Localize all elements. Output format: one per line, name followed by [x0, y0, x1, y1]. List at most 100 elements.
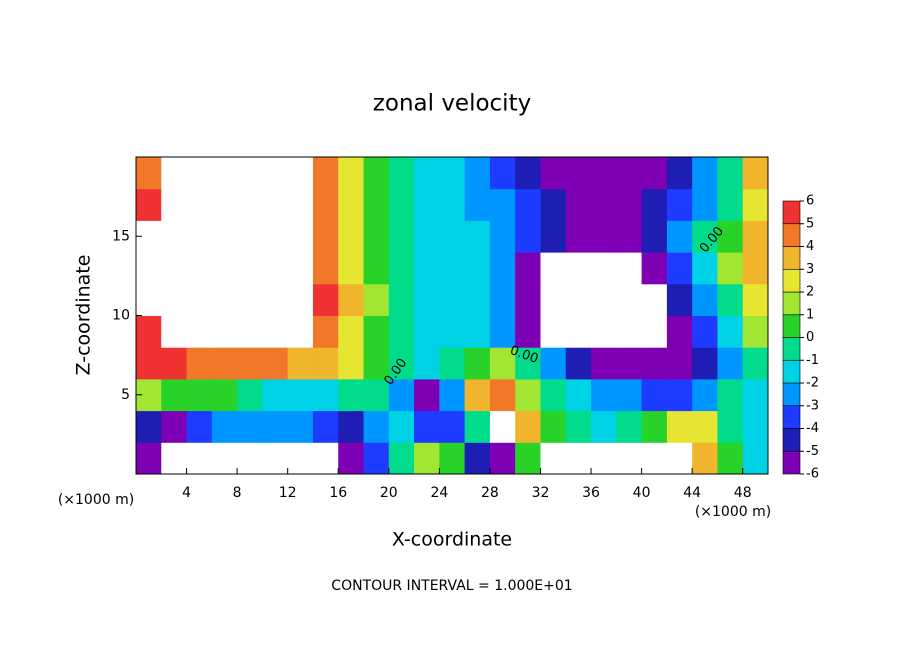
- cell: [186, 188, 213, 221]
- cell: [211, 315, 238, 348]
- cell: [211, 378, 238, 412]
- cell: [489, 283, 516, 316]
- cell: [439, 410, 466, 443]
- cell: [312, 188, 339, 221]
- cell: [439, 283, 466, 316]
- cell: [742, 347, 769, 380]
- cell: [186, 252, 213, 285]
- cell: [591, 157, 617, 190]
- cell: [363, 252, 390, 285]
- cell: [717, 188, 744, 221]
- cell: [388, 378, 415, 412]
- cell: [161, 283, 188, 316]
- footer-note: CONTOUR INTERVAL = 1.000E+01: [331, 578, 572, 594]
- colorbar-box: [782, 291, 801, 316]
- cell: [363, 442, 390, 475]
- colorbar-label: -2: [806, 376, 819, 391]
- cell: [591, 315, 617, 348]
- cell: [489, 442, 516, 475]
- cell: [186, 220, 213, 253]
- cell: [388, 252, 415, 285]
- cell: [616, 252, 643, 285]
- cell: [186, 410, 213, 443]
- cell: [692, 315, 718, 348]
- cell: [616, 410, 643, 443]
- cell: [540, 410, 567, 443]
- cell: [692, 188, 718, 221]
- cell: [161, 347, 188, 380]
- cell: [136, 410, 162, 443]
- cell: [312, 157, 339, 190]
- colorbar-box: [782, 314, 801, 338]
- cell: [338, 347, 365, 380]
- cell: [717, 157, 744, 190]
- cell: [237, 188, 263, 221]
- cell: [717, 410, 744, 443]
- cell: [565, 347, 592, 380]
- cell: [312, 220, 339, 253]
- cell: [262, 347, 289, 380]
- cell: [515, 157, 541, 190]
- cell: [692, 252, 718, 285]
- cell: [489, 220, 516, 253]
- cell: [312, 410, 339, 443]
- cell: [136, 252, 162, 285]
- cell: [616, 220, 643, 253]
- cell: [489, 410, 516, 443]
- cell: [717, 315, 744, 348]
- cell: [388, 410, 415, 443]
- cell: [211, 283, 238, 316]
- cell: [666, 410, 693, 443]
- cell: [717, 442, 744, 475]
- cell: [262, 283, 289, 316]
- x-tick-label: 40: [633, 485, 651, 501]
- cell: [287, 252, 314, 285]
- x-tick-label: 4: [182, 485, 191, 501]
- cell: [439, 220, 466, 253]
- cell: [161, 188, 188, 221]
- cell: [388, 157, 415, 190]
- cell: [540, 188, 567, 221]
- cell: [641, 315, 668, 348]
- cell: [515, 220, 541, 253]
- cell: [464, 347, 491, 380]
- cell: [540, 378, 567, 412]
- cell: [262, 188, 289, 221]
- cell: [338, 157, 365, 190]
- cell: [641, 347, 668, 380]
- cell: [742, 157, 769, 190]
- cell: [515, 347, 541, 380]
- colorbar-label: 0: [806, 330, 814, 345]
- cell: [237, 220, 263, 253]
- cell: [312, 442, 339, 475]
- colorbar-label: 3: [806, 262, 814, 277]
- cell: [565, 220, 592, 253]
- cell: [287, 283, 314, 316]
- cell: [439, 157, 466, 190]
- cell: [666, 347, 693, 380]
- cell: [211, 220, 238, 253]
- cell: [464, 442, 491, 475]
- cell: [363, 347, 390, 380]
- cell: [565, 188, 592, 221]
- cell: [540, 283, 567, 316]
- cell: [237, 347, 263, 380]
- cell: [641, 410, 668, 443]
- cell: [464, 315, 491, 348]
- cell: [540, 442, 567, 475]
- cell: [641, 442, 668, 475]
- cell: [641, 188, 668, 221]
- cell: [363, 188, 390, 221]
- cell: [262, 410, 289, 443]
- cell: [414, 378, 440, 412]
- cell: [464, 188, 491, 221]
- colorbar-label: -5: [806, 444, 819, 459]
- cell: [388, 220, 415, 253]
- cell: [742, 283, 769, 316]
- cell: [363, 157, 390, 190]
- cell: [414, 188, 440, 221]
- cell: [211, 252, 238, 285]
- cell: [692, 378, 718, 412]
- cell: [338, 315, 365, 348]
- cell: [742, 442, 769, 475]
